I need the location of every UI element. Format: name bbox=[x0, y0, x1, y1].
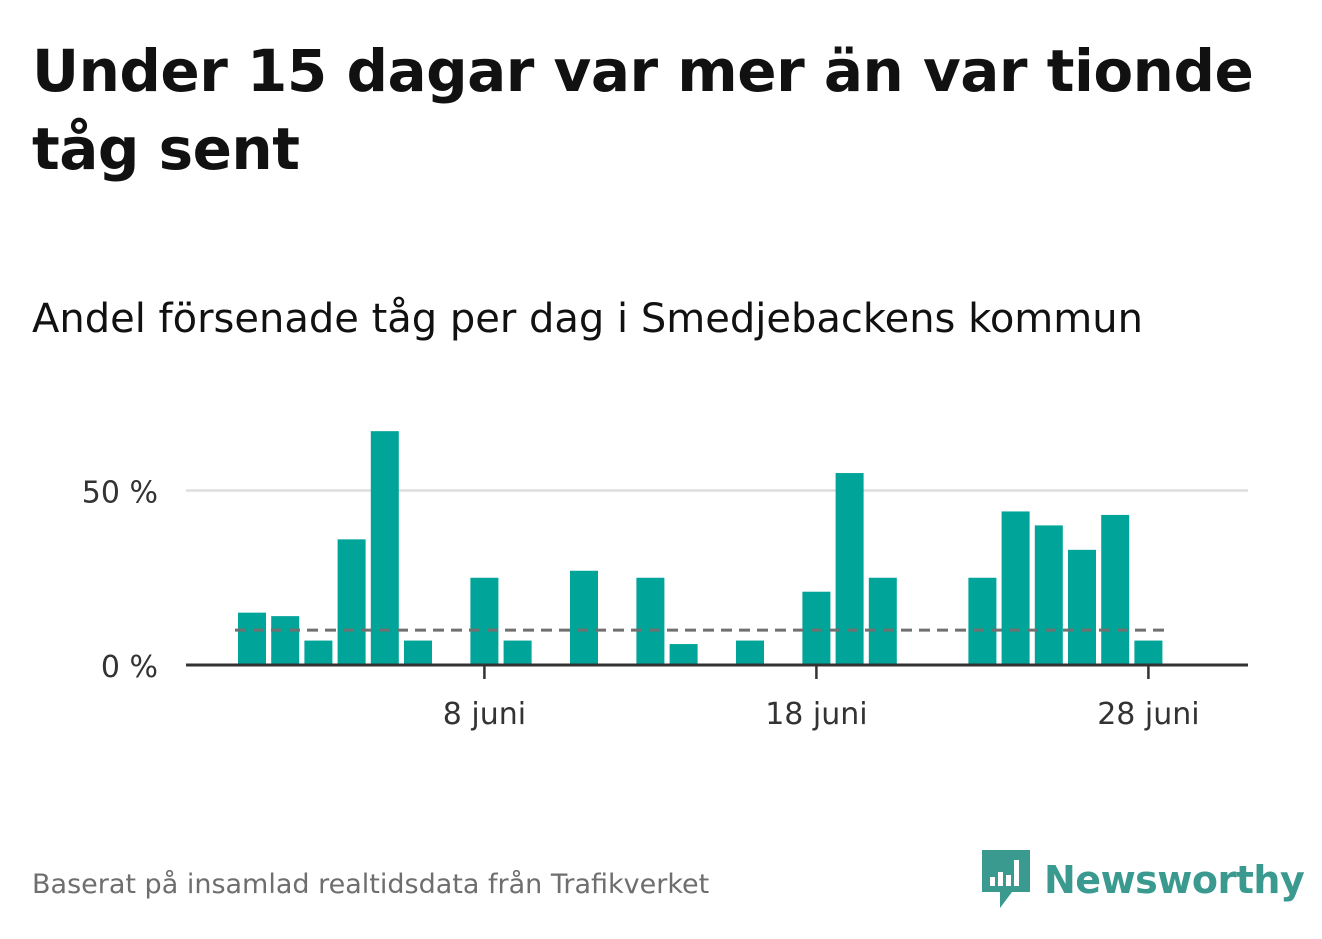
bar bbox=[570, 570, 598, 665]
y-tick-label: 50 % bbox=[82, 476, 158, 511]
bar bbox=[271, 616, 300, 665]
bar bbox=[669, 644, 698, 665]
bars-layer bbox=[238, 431, 1163, 665]
y-tick-label: 0 % bbox=[101, 650, 158, 685]
chart-subtitle: Andel försenade tåg per dag i Smedjeback… bbox=[32, 296, 1143, 342]
x-tick-label: 18 juni bbox=[765, 697, 867, 732]
x-tick-label: 28 juni bbox=[1097, 697, 1199, 732]
bar bbox=[968, 577, 997, 665]
chart-title: Under 15 dagar var mer än var tionde tåg… bbox=[32, 37, 1254, 183]
brand-name: Newsworthy bbox=[1044, 858, 1305, 902]
source-note: Baserat på insamlad realtidsdata från Tr… bbox=[32, 869, 710, 900]
bar bbox=[1101, 514, 1130, 665]
bar bbox=[1068, 549, 1096, 665]
axis-layer bbox=[186, 663, 1248, 679]
newsworthy-logo-icon bbox=[982, 850, 1030, 908]
bar bbox=[404, 640, 432, 665]
tick-label-layer: 0 % 50 % 8 juni 18 juni 28 juni bbox=[82, 476, 1200, 733]
bar bbox=[868, 577, 897, 665]
x-tick-label: 8 juni bbox=[443, 697, 526, 732]
bar bbox=[304, 640, 333, 665]
bar bbox=[503, 640, 532, 665]
bar bbox=[370, 431, 399, 665]
bar bbox=[1134, 640, 1163, 665]
bar bbox=[470, 577, 499, 665]
bar bbox=[835, 473, 864, 665]
bar bbox=[1001, 511, 1030, 665]
brand-logo: Newsworthy bbox=[982, 850, 1305, 910]
bar-chart: 0 % 50 % 8 juni 18 juni 28 juni bbox=[82, 431, 1248, 733]
bar bbox=[238, 612, 266, 665]
bar bbox=[736, 640, 764, 665]
bar bbox=[1034, 525, 1063, 665]
bar bbox=[636, 577, 665, 665]
bar bbox=[802, 591, 831, 665]
bar bbox=[337, 539, 366, 665]
